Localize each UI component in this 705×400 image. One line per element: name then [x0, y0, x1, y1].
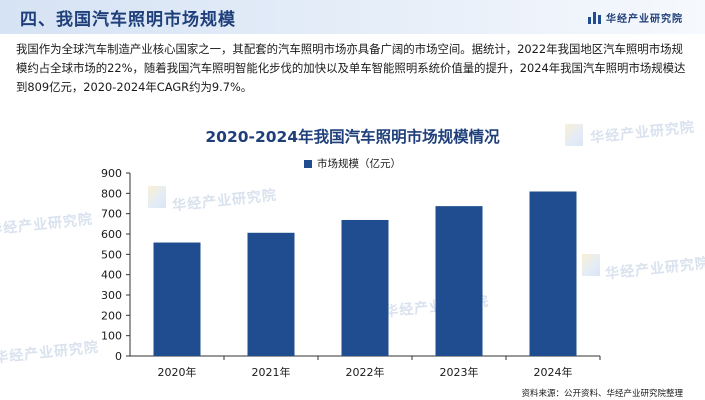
header-banner: 四、我国汽车照明市场规模 华经产业研究院 — [0, 0, 705, 34]
intro-paragraph: 我国作为全球汽车制造产业核心国家之一，其配套的汽车照明市场亦具备广阔的市场空间。… — [16, 42, 686, 94]
bar — [247, 232, 295, 356]
brand: 华经产业研究院 — [588, 9, 683, 25]
chart-title: 2020-2024年我国汽车照明市场规模情况 — [205, 128, 500, 146]
watermark-logo-icon — [565, 124, 583, 146]
legend-swatch — [304, 159, 312, 168]
y-tick-label: 600 — [101, 228, 122, 241]
legend-label: 市场规模（亿元） — [317, 158, 401, 170]
chart-legend: 市场规模（亿元） — [0, 156, 705, 171]
y-tick-label: 900 — [101, 167, 122, 180]
y-tick-label: 500 — [101, 248, 122, 261]
x-tick-label: 2024年 — [534, 365, 573, 379]
bar — [529, 191, 577, 356]
page-title: 四、我国汽车照明市场规模 — [20, 10, 236, 30]
brand-name: 华经产业研究院 — [606, 13, 683, 25]
x-tick-label: 2023年 — [440, 365, 479, 379]
y-tick-label: 700 — [101, 208, 122, 221]
x-tick-label: 2020年 — [158, 365, 197, 379]
y-tick-label: 200 — [101, 309, 122, 322]
watermark-logo-icon — [148, 186, 166, 208]
source-note: 资料来源：公开资料、华经产业研究院整理 — [521, 389, 683, 399]
bar — [435, 206, 483, 356]
bar-chart-logo-icon — [588, 11, 601, 24]
y-tick-label: 800 — [101, 187, 122, 200]
y-tick-label: 100 — [101, 330, 122, 343]
watermark-logo-icon — [582, 254, 600, 276]
bar — [153, 242, 201, 356]
y-tick-label: 300 — [101, 289, 122, 302]
x-tick-label: 2021年 — [252, 365, 291, 379]
y-tick-label: 0 — [115, 350, 122, 363]
bar — [341, 219, 389, 356]
x-tick-label: 2022年 — [346, 365, 385, 379]
y-tick-label: 400 — [101, 269, 122, 282]
